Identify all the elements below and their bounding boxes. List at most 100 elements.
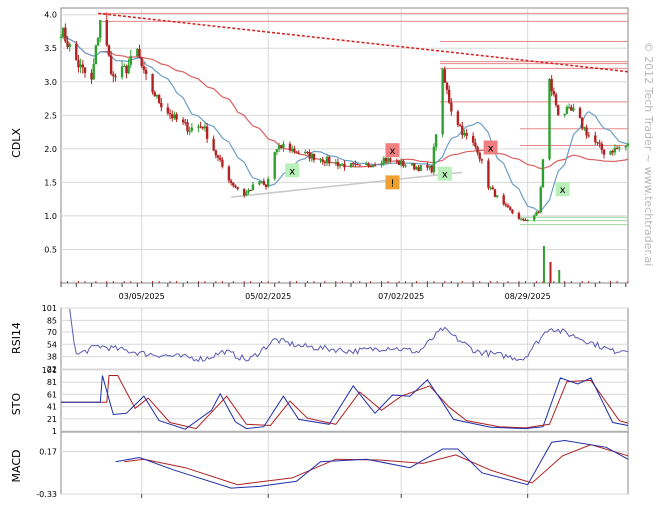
candle-body — [471, 135, 475, 143]
candle-body — [367, 163, 370, 167]
buy-signal-label: x — [289, 166, 295, 177]
volume-bar — [549, 262, 552, 283]
candle-body — [105, 20, 108, 46]
candle-body — [594, 135, 597, 143]
candle-body — [312, 153, 316, 161]
candle-body — [369, 166, 372, 168]
price-ytick-label: 3.0 — [44, 78, 57, 87]
candle-body — [519, 218, 523, 220]
candle-body — [328, 156, 331, 164]
candle-body — [293, 148, 296, 152]
sell-signal-marker — [385, 143, 400, 158]
candle-body — [404, 165, 407, 167]
rsi-ytick-label: 54 — [47, 340, 57, 349]
candle-body — [413, 163, 416, 170]
candle-body — [336, 162, 340, 167]
candle-body — [155, 94, 159, 97]
candle-body — [125, 66, 128, 74]
candle-body — [489, 187, 492, 189]
candle-body — [352, 163, 355, 165]
buy-signal-marker — [555, 182, 570, 197]
price-ytick-label: 1.0 — [44, 212, 57, 221]
candle-body — [109, 55, 113, 75]
candle-body — [229, 180, 233, 183]
candle-body — [565, 106, 569, 114]
candle-body — [338, 164, 342, 167]
candle-body — [168, 113, 172, 115]
sell-signal-label: x — [390, 146, 396, 157]
candle-body — [275, 149, 279, 153]
candle-body — [522, 218, 525, 220]
candle-body — [456, 111, 460, 125]
candle-body — [618, 147, 621, 149]
candle-body — [509, 207, 512, 210]
candle-body — [432, 147, 436, 173]
candle-body — [160, 102, 163, 108]
candle-body — [144, 69, 148, 74]
sto-axis-label: STO — [10, 392, 23, 415]
candle-body — [114, 76, 117, 78]
candle-body — [175, 114, 178, 120]
candle-body — [343, 163, 346, 168]
candle-body — [319, 159, 322, 161]
xtick-label: 05/02/2025 — [245, 292, 291, 301]
candle-body — [441, 69, 444, 135]
candle-body — [354, 163, 357, 165]
candle-body — [491, 187, 494, 190]
candle-body — [203, 126, 207, 129]
candle-body — [242, 188, 246, 196]
candle-body — [600, 143, 604, 150]
candle-body — [371, 164, 375, 168]
candle-body — [554, 94, 558, 106]
candle-body — [280, 145, 283, 149]
candle-body — [609, 150, 612, 155]
candle-body — [598, 142, 601, 144]
candle-body — [426, 165, 429, 168]
candle-body — [325, 156, 329, 164]
sto-ytick-label: 1 — [52, 427, 57, 436]
candle-body — [447, 89, 451, 103]
candle-body — [188, 130, 191, 132]
candle-body — [443, 69, 447, 83]
rsi-frame — [60, 307, 629, 370]
sto-ytick-label: 101 — [42, 366, 57, 375]
candle-body — [572, 108, 575, 111]
candle-body — [578, 108, 582, 118]
candle-body — [458, 124, 462, 126]
price-ytick-label: 4.0 — [44, 11, 57, 20]
candle-body — [123, 66, 126, 68]
rsi-line — [69, 308, 629, 363]
candle-body — [581, 117, 584, 129]
short-moving-average — [60, 31, 629, 212]
sell-signal-label: x — [488, 144, 494, 155]
candle-body — [585, 127, 588, 136]
candle-body — [258, 181, 261, 185]
rsi-ytick-label: 38 — [47, 353, 57, 362]
candle-body — [445, 82, 449, 90]
candle-body — [227, 166, 231, 181]
candle-body — [171, 114, 174, 119]
candle-body — [190, 127, 194, 131]
candle-body — [382, 158, 385, 164]
price-axis-label: CDLX — [10, 128, 23, 158]
candle-body — [129, 56, 132, 65]
rsi-ytick-label: 70 — [47, 328, 57, 337]
candle-body — [626, 143, 630, 147]
candle-body — [282, 143, 285, 149]
candle-body — [92, 64, 95, 80]
candle-body — [68, 43, 71, 47]
candle-body — [356, 164, 359, 166]
candle-body — [417, 167, 420, 172]
candle-body — [262, 181, 266, 185]
macd-frame — [60, 431, 629, 495]
candle-body — [487, 160, 490, 188]
buy-signal-marker — [285, 163, 300, 178]
candle-body — [537, 212, 540, 214]
candle-body — [384, 158, 388, 162]
candle-body — [430, 165, 433, 173]
candle-body — [533, 215, 536, 220]
candle-body — [415, 167, 418, 170]
candle-body — [277, 145, 281, 150]
candle-body — [79, 64, 82, 68]
candle-body — [461, 125, 464, 136]
